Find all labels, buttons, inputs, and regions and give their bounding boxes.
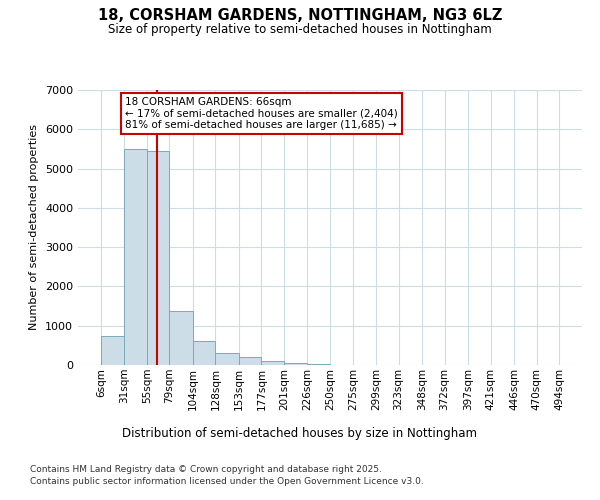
Bar	[169, 311, 193, 365]
Bar	[147, 151, 169, 365]
Text: Contains public sector information licensed under the Open Government Licence v3: Contains public sector information licen…	[30, 478, 424, 486]
Y-axis label: Number of semi-detached properties: Number of semi-detached properties	[29, 124, 40, 330]
Text: Distribution of semi-detached houses by size in Nottingham: Distribution of semi-detached houses by …	[122, 428, 478, 440]
Text: Contains HM Land Registry data © Crown copyright and database right 2025.: Contains HM Land Registry data © Crown c…	[30, 465, 382, 474]
Text: Size of property relative to semi-detached houses in Nottingham: Size of property relative to semi-detach…	[108, 22, 492, 36]
Bar	[284, 362, 307, 365]
Bar	[193, 340, 215, 365]
Bar	[124, 149, 147, 365]
Text: 18, CORSHAM GARDENS, NOTTINGHAM, NG3 6LZ: 18, CORSHAM GARDENS, NOTTINGHAM, NG3 6LZ	[98, 8, 502, 22]
Text: 18 CORSHAM GARDENS: 66sqm
← 17% of semi-detached houses are smaller (2,404)
81% : 18 CORSHAM GARDENS: 66sqm ← 17% of semi-…	[125, 97, 398, 130]
Bar	[307, 364, 330, 365]
Bar	[101, 336, 124, 365]
Bar	[215, 354, 239, 365]
Bar	[262, 360, 284, 365]
Bar	[239, 358, 262, 365]
